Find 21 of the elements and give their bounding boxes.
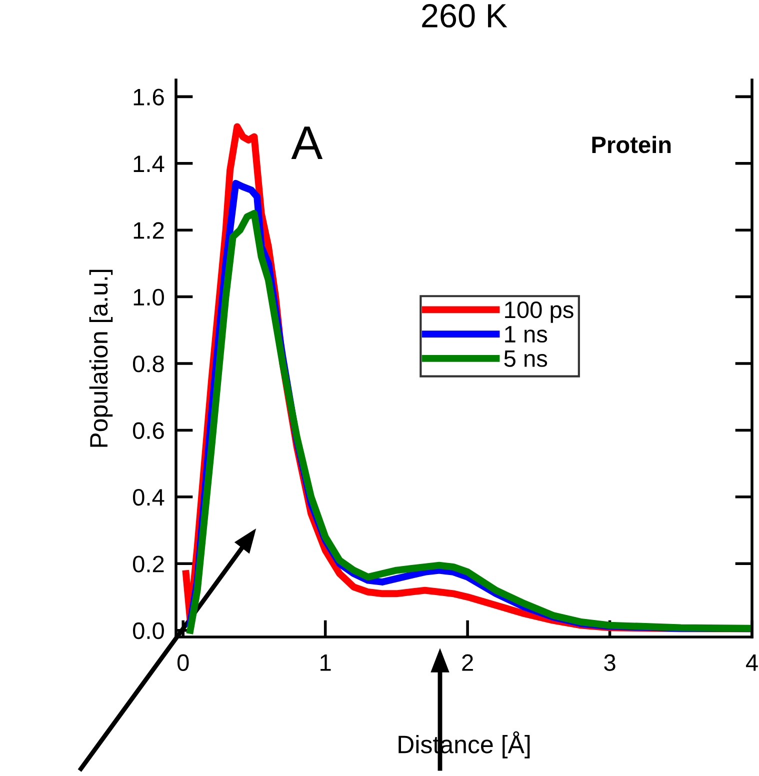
y-tick-label: 1.6 [134,88,164,106]
x-tick-label: 3 [604,654,616,672]
y-axis-title: Population [a.u.] [89,270,113,447]
y-tick-label: 1.0 [134,288,164,306]
y-tick-label: 1.2 [134,222,164,239]
legend-label: 100 ps [505,301,574,323]
x-tick-label: 1 [320,654,331,671]
y-tick-label: 0.4 [132,488,164,506]
legend-label: 5 ns [504,350,548,367]
chart-title: 260 K [422,4,508,28]
y-tick-label: 0.6 [132,422,164,439]
annotation: Protein [592,136,671,154]
x-tick-label: 4 [746,654,758,671]
y-tick-label: 0.0 [132,622,164,640]
annotation: A [291,126,323,160]
legend-label: 1 ns [505,326,548,343]
y-tick-label: 0.8 [132,356,164,372]
y-tick-label: 1.4 [134,156,164,172]
y-tick-label: 0.2 [132,556,164,572]
x-tick-label: 0 [177,654,189,672]
x-tick-label: 2 [462,654,473,671]
